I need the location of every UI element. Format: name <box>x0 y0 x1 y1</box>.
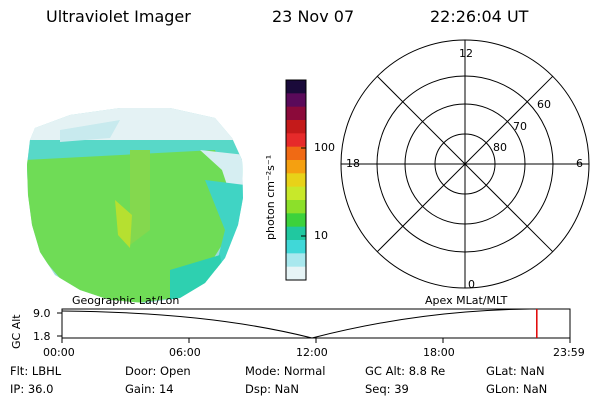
info-gc-alt: GC Alt: 8.8 Re <box>365 364 446 378</box>
app-title: Ultraviolet Imager <box>46 7 191 26</box>
info-dsp: Dsp: NaN <box>245 382 299 396</box>
y-tick-9: 9.0 <box>33 307 51 320</box>
x-tick-1200: 12:00 <box>296 346 328 359</box>
gc-alt-axis-label: GC Alt <box>10 314 23 349</box>
x-tick-0000: 00:00 <box>43 346 75 359</box>
colorbar-swatch <box>286 200 306 214</box>
lat-label-60: 60 <box>537 98 551 111</box>
y-tick-1-8: 1.8 <box>33 330 51 343</box>
colorbar-swatch <box>286 213 306 228</box>
geographic-title: Geographic Lat/Lon <box>72 294 180 307</box>
date-label: 23 Nov 07 <box>272 7 355 26</box>
x-tick-1800: 18:00 <box>423 346 455 359</box>
mlt-label-12: 12 <box>459 47 473 60</box>
mlt-label-6: 6 <box>576 157 583 170</box>
colorbar-tick-10: 10 <box>314 229 328 242</box>
apex-title: Apex MLat/MLT <box>425 294 508 307</box>
info-glon: GLon: NaN <box>486 382 548 396</box>
info-seq: Seq: 39 <box>365 382 409 396</box>
colorbar-swatch <box>286 160 306 174</box>
colorbar-swatch <box>286 133 306 148</box>
colorbar-swatch <box>286 106 306 121</box>
colorbar-tick-100: 100 <box>314 141 335 154</box>
info-ip: IP: 36.0 <box>10 382 54 396</box>
colorbar-swatch <box>286 186 306 201</box>
mlt-label-0: 0 <box>468 278 475 291</box>
colorbar-swatch <box>286 80 306 94</box>
colorbar-swatch <box>286 93 306 108</box>
colorbar-swatch <box>286 146 306 161</box>
x-tick-2359: 23:59 <box>553 346 585 359</box>
lat-label-70: 70 <box>513 120 527 133</box>
colorbar-swatch <box>286 253 306 268</box>
colorbar-swatch <box>286 266 306 281</box>
info-glat: GLat: NaN <box>486 364 545 378</box>
colorbar-swatch <box>286 120 306 134</box>
info-gain: Gain: 14 <box>125 382 174 396</box>
colorbar-unit-label: photon cm⁻²s⁻¹ <box>264 154 277 240</box>
polar-grid <box>340 39 590 289</box>
info-door: Door: Open <box>125 364 191 378</box>
info-mode: Mode: Normal <box>245 364 326 378</box>
colorbar <box>285 79 307 281</box>
info-flt: Flt: LBHL <box>10 364 62 378</box>
timeline-plot <box>57 308 571 343</box>
time-label: 22:26:04 UT <box>430 7 529 26</box>
lat-label-80: 80 <box>493 141 507 154</box>
x-tick-0600: 06:00 <box>169 346 201 359</box>
colorbar-swatch <box>286 173 306 188</box>
mlt-label-18: 18 <box>346 157 360 170</box>
colorbar-swatch <box>286 240 306 254</box>
auroral-image <box>27 108 243 303</box>
colorbar-swatch <box>286 226 306 241</box>
